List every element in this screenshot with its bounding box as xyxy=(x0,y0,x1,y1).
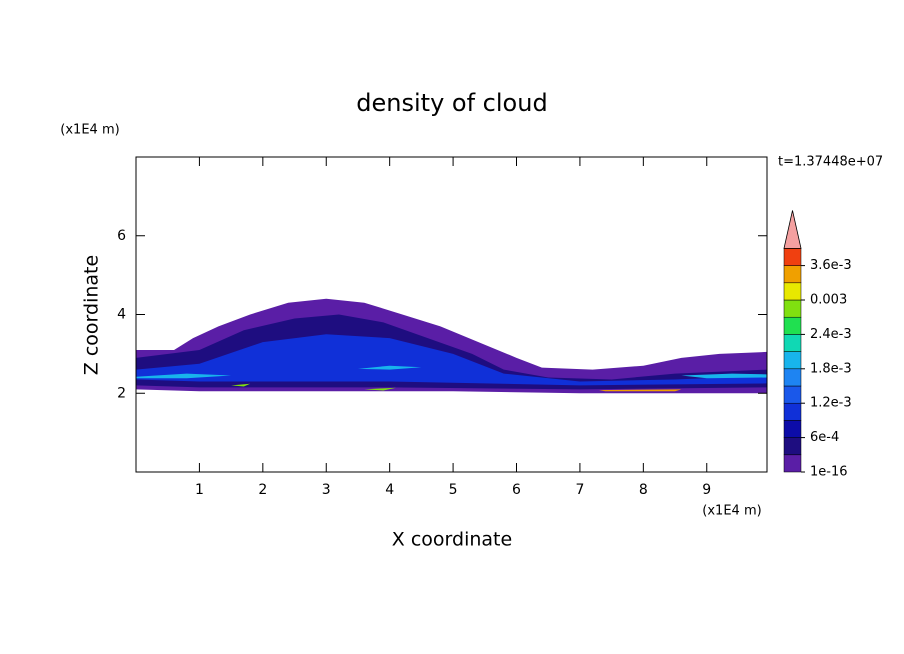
colorbar-band xyxy=(783,420,802,438)
colorbar-tick-label: 6e-4 xyxy=(810,430,839,445)
x-tick-label: 2 xyxy=(258,482,267,498)
colorbar-band xyxy=(783,299,802,318)
x-unit: (x1E4 m) xyxy=(702,504,761,519)
contour-region xyxy=(681,373,767,379)
colorbar-band xyxy=(783,351,802,370)
x-tick-label: 1 xyxy=(195,482,204,498)
y-axis-label: Z coordinate xyxy=(81,255,103,375)
colorbar-band xyxy=(783,265,802,284)
colorbar-extend xyxy=(783,210,802,249)
colorbar-band xyxy=(783,316,802,335)
colorbar-tick-label: 2.4e-3 xyxy=(810,327,852,342)
x-tick-label: 3 xyxy=(322,482,331,498)
y-unit: (x1E4 m) xyxy=(60,123,119,138)
colorbar-tick-label: 1e-16 xyxy=(810,465,848,480)
x-tick-label: 5 xyxy=(449,482,458,498)
y-tick-label: 4 xyxy=(117,307,126,323)
contour-region xyxy=(136,334,767,386)
colorbar-tick-label: 3.6e-3 xyxy=(810,258,852,273)
contour-region xyxy=(598,389,682,392)
x-axis-label: X coordinate xyxy=(392,529,512,551)
contour-field xyxy=(136,298,767,394)
colorbar-band xyxy=(783,385,802,404)
time-annotation: t=1.37448e+07 xyxy=(778,155,883,170)
contour-region xyxy=(231,383,251,387)
colorbar-tick-label: 1.2e-3 xyxy=(810,396,852,411)
chart-title: density of cloud xyxy=(356,89,547,117)
colorbar-tick-label: 0.003 xyxy=(810,293,847,308)
colorbar-band xyxy=(783,454,802,473)
x-tick-label: 9 xyxy=(702,482,711,498)
x-tick-label: 4 xyxy=(385,482,394,498)
colorbar-band xyxy=(783,248,802,266)
plot-frame xyxy=(135,156,768,473)
colorbar-tick-label: 1.8e-3 xyxy=(810,361,852,376)
y-tick-label: 2 xyxy=(117,385,126,401)
x-tick-label: 6 xyxy=(512,482,521,498)
contour-region xyxy=(357,365,422,370)
colorbar-band xyxy=(783,282,802,301)
x-tick-label: 8 xyxy=(639,482,648,498)
colorbar-band xyxy=(783,334,802,352)
y-tick-label: 6 xyxy=(117,228,126,244)
x-tick-label: 7 xyxy=(575,482,584,498)
contour-region xyxy=(136,373,232,379)
colorbar-band xyxy=(783,368,802,387)
colorbar-band xyxy=(783,437,802,456)
colorbar-band xyxy=(783,402,802,421)
contour-region xyxy=(364,387,397,391)
